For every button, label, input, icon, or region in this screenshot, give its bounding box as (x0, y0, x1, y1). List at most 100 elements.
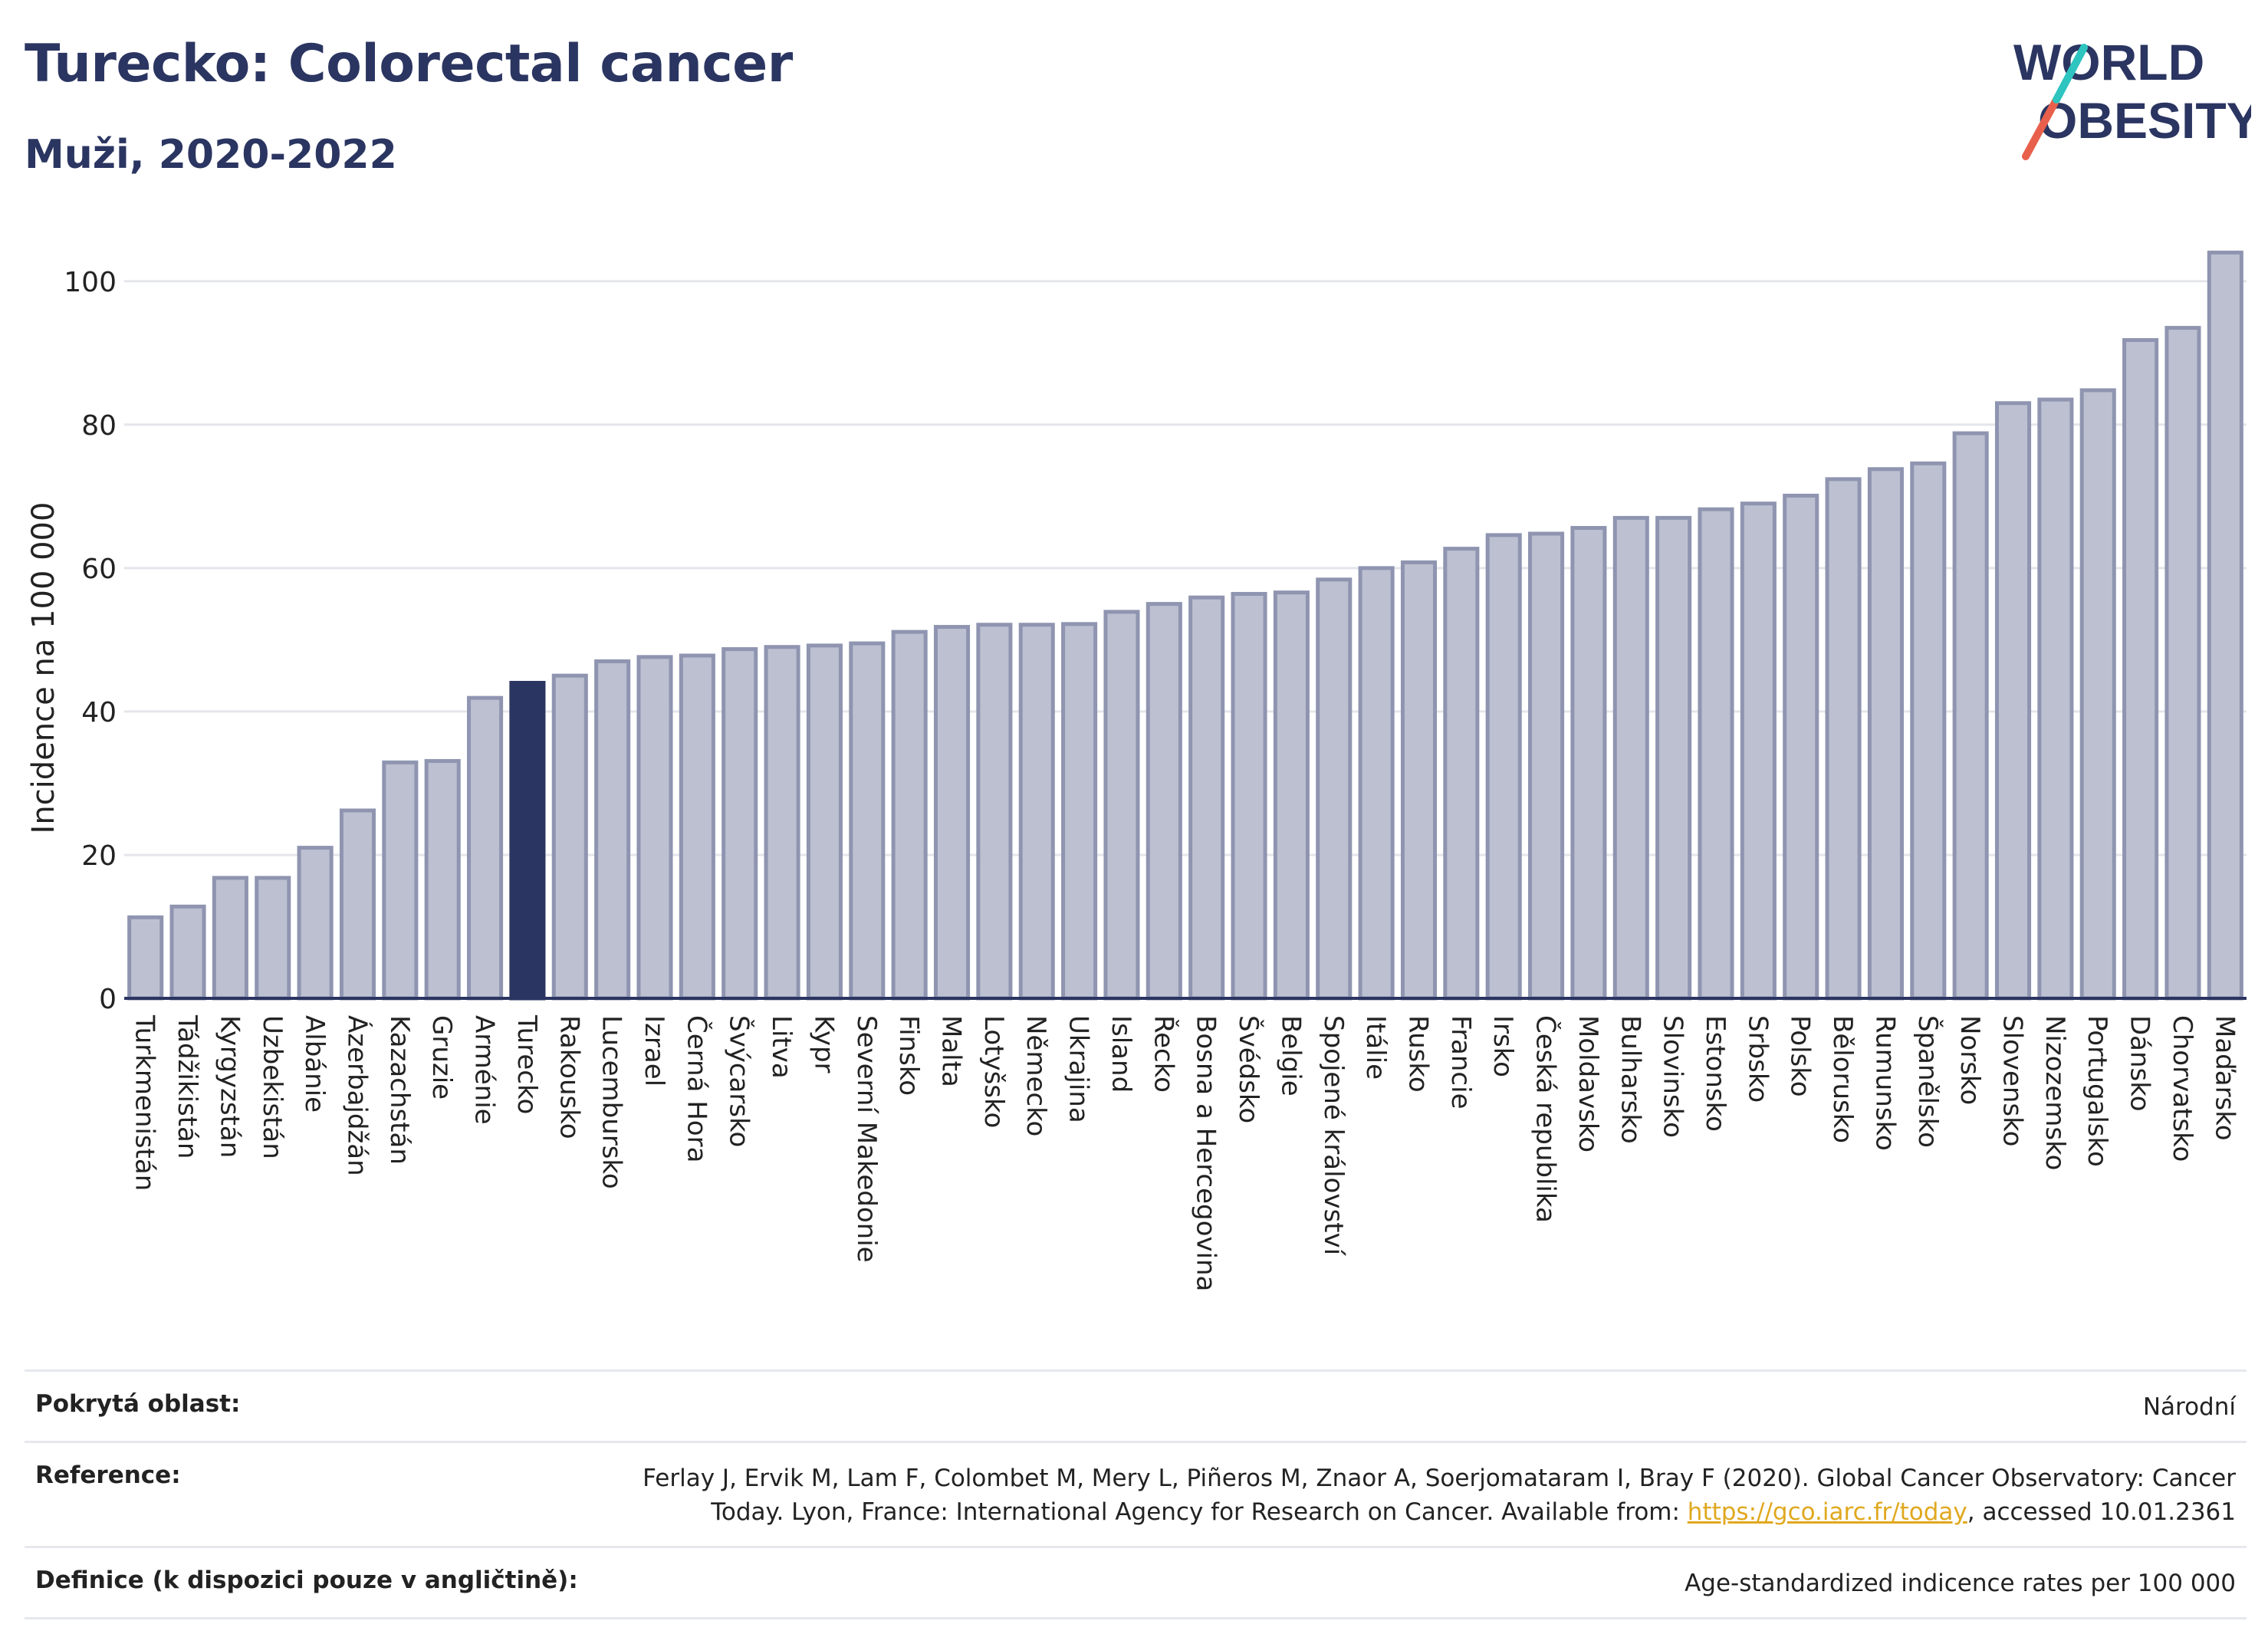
bar-15 (764, 645, 800, 1001)
chart-subtitle: Muži, 2020-2022 (25, 132, 397, 178)
x-tick-label: Gruzie (426, 1015, 457, 1100)
x-tick-label: Itálie (1360, 1015, 1391, 1080)
logo-line2: OBESITY (2038, 92, 2251, 149)
bar-11 (594, 659, 631, 1001)
y-tick-label: 0 (99, 984, 117, 1015)
footer-row-coverage: Pokrytá oblast: Národní (25, 1369, 2247, 1441)
bar-24 (1146, 602, 1182, 1001)
bar-chart: 0 20 40 60 80 100 Turkmenistán Tádžikistán Kyrg… (26, 250, 2247, 1291)
bar-47 (2122, 337, 2159, 1001)
x-tick-label: Kypr (808, 1015, 839, 1073)
x-tick-label: Kyrgyzstán (214, 1015, 245, 1158)
x-tick-label: Lucembursko (597, 1015, 627, 1189)
bar-13 (679, 653, 715, 1001)
x-tick-label: Španělsko (1912, 1015, 1944, 1148)
definition-label: Definice (k dispozici pouze v angličtině… (35, 1567, 578, 1594)
x-tick-label: Litva (766, 1015, 797, 1079)
x-tick-label: Rusko (1402, 1015, 1433, 1093)
bar-33 (1528, 531, 1565, 1001)
x-tick-label: Norsko (1954, 1015, 1985, 1105)
bar-23 (1103, 610, 1140, 1001)
x-tick-label: Bělorusko (1827, 1015, 1858, 1143)
x-tick-label: Turkmenistán (130, 1014, 160, 1191)
bar-6 (382, 760, 419, 1001)
x-tick-label: Ázerbajdžán (341, 1015, 373, 1176)
bar-44 (1994, 401, 2032, 1001)
x-tick-label: Kazachstán (384, 1015, 415, 1165)
bar-1 (169, 904, 206, 1001)
x-tick-label: Rakousko (554, 1015, 584, 1139)
bar-12 (636, 655, 673, 1001)
x-tick-label: Dánsko (2125, 1015, 2155, 1112)
y-tick-label: 60 (81, 554, 117, 585)
bar-28 (1316, 577, 1353, 1001)
bar-2 (212, 876, 248, 1001)
x-tick-label: Turecko (511, 1014, 542, 1114)
reference-text-2: Today. Lyon, France: International Agenc… (711, 1498, 1688, 1526)
x-tick-label: Spojené království (1318, 1015, 1349, 1257)
bar-29 (1358, 566, 1395, 1001)
x-tick-label: Německo (1021, 1015, 1051, 1136)
bar-5 (339, 808, 376, 1001)
x-tick-label: Severní Makedonie (851, 1015, 882, 1263)
bar-4 (297, 846, 334, 1001)
x-tick-label: Francie (1445, 1015, 1476, 1110)
y-tick-label: 100 (64, 267, 117, 298)
logo-slash-top (2053, 44, 2088, 104)
footer-row-definition: Definice (k dispozici pouze v angličtině… (25, 1546, 2247, 1619)
bars (127, 250, 2243, 1001)
x-tick-label: Finsko (893, 1015, 924, 1096)
y-tick-label: 40 (81, 697, 117, 728)
definition-value: Age-standardized indicence rates per 100… (1685, 1570, 2236, 1597)
x-tick-label: Srbsko (1742, 1015, 1773, 1103)
x-tick-label: Nizozemsko (2040, 1015, 2070, 1170)
bar-21 (1018, 623, 1055, 1001)
bar-25 (1188, 595, 1225, 1001)
bar-20 (976, 623, 1013, 1001)
x-tick-label: Bosna a Hercegovina (1191, 1015, 1221, 1291)
reference-value: Ferlay J, Ervik M, Lam F, Colombet M, Me… (643, 1461, 2236, 1529)
reference-text-1: Ferlay J, Ervik M, Lam F, Colombet M, Me… (643, 1465, 2236, 1492)
bar-0 (127, 915, 164, 1001)
x-tick-label: Maďarsko (2209, 1015, 2240, 1141)
bar-43 (1952, 431, 1989, 1001)
bar-3 (255, 876, 291, 1001)
bar-8 (467, 695, 504, 1001)
x-tick-label: Ukrajina (1063, 1015, 1094, 1123)
logo-slash-bottom (2022, 96, 2060, 160)
x-tick-label: Malta (936, 1015, 967, 1087)
coverage-label: Pokrytá oblast: (35, 1390, 241, 1418)
logo-line1: WORLD (2013, 34, 2204, 90)
footer-table: Pokrytá oblast: Národní Reference: Ferla… (25, 1369, 2247, 1619)
bar-10 (551, 673, 588, 1001)
x-tick-label: Izrael (639, 1015, 669, 1087)
x-tick-label: Polsko (1785, 1015, 1816, 1097)
x-tick-label: Česká republika (1530, 1015, 1562, 1223)
x-tick-label: Albánie (299, 1015, 330, 1113)
reference-text-3: , accessed 10.01.2361 (1967, 1498, 2236, 1526)
x-tick-label: Portugalsko (2082, 1015, 2112, 1167)
bar-22 (1061, 622, 1098, 1001)
bar-39 (1783, 493, 1819, 1001)
x-tick-label: Řecko (1148, 1015, 1179, 1093)
bar-34 (1570, 525, 1607, 1001)
bar-7 (424, 758, 461, 1001)
bar-32 (1485, 533, 1522, 1001)
x-tick-label: Arménie (469, 1015, 500, 1125)
x-tick-label: Uzbekistán (257, 1015, 288, 1159)
bar-9 (509, 680, 546, 1001)
bar-27 (1273, 590, 1310, 1001)
x-tick-label: Švédsko (1233, 1015, 1264, 1123)
x-tick-label: Moldavsko (1573, 1015, 1603, 1152)
bar-37 (1698, 507, 1734, 1001)
x-tick-label: Lotyšsko (978, 1015, 1009, 1128)
bar-18 (891, 630, 928, 1001)
x-tick-label: Rumunsko (1869, 1015, 1900, 1151)
reference-link[interactable]: https://gco.iarc.fr/today (1687, 1498, 1967, 1526)
bar-26 (1231, 592, 1267, 1001)
bar-30 (1400, 560, 1438, 1001)
bar-35 (1612, 515, 1649, 1001)
x-tick-label: Slovensko (1997, 1015, 2028, 1146)
bar-17 (849, 641, 886, 1001)
x-tick-label: Irsko (1487, 1015, 1518, 1077)
